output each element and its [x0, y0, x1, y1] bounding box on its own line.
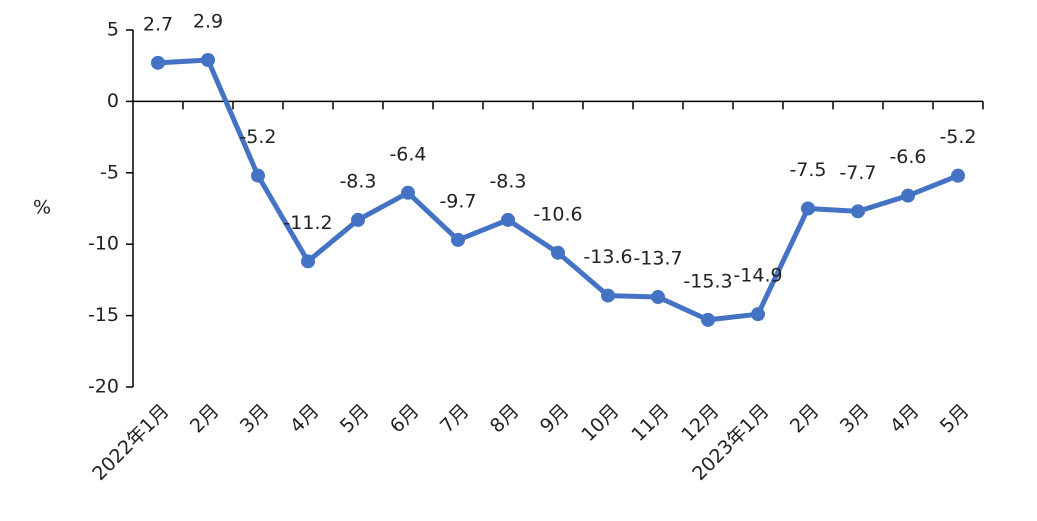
- data-point: [751, 307, 765, 322]
- data-label: -5.2: [939, 126, 976, 148]
- data-label: -10.6: [533, 203, 582, 225]
- data-label: -7.7: [839, 162, 876, 184]
- x-tick-label: 2022年1月: [88, 400, 173, 485]
- data-line: [157, 57, 959, 323]
- data-point: [801, 201, 815, 216]
- x-tick-label: 5月: [936, 400, 974, 438]
- data-label: -13.6: [583, 246, 632, 268]
- x-tick-label: 4月: [886, 400, 924, 438]
- data-label: -6.6: [889, 146, 926, 168]
- x-tick-label: 2月: [786, 400, 824, 438]
- data-point: [951, 168, 965, 183]
- data-label: 2.9: [193, 10, 223, 32]
- data-point: [151, 55, 165, 70]
- x-tick-label: 9月: [536, 400, 574, 438]
- x-tick-label: 3月: [236, 400, 274, 438]
- x-tick-label: 6月: [386, 400, 424, 438]
- x-tick-label: 7月: [436, 400, 474, 438]
- data-label: -8.3: [489, 170, 526, 192]
- data-label: -8.3: [339, 170, 376, 192]
- data-point: [851, 204, 865, 219]
- data-label: -9.7: [439, 190, 476, 212]
- data-point: [651, 290, 665, 305]
- data-label: -6.4: [389, 143, 426, 165]
- data-point: [201, 52, 215, 67]
- data-label: -11.2: [283, 212, 332, 234]
- x-tick-label: 4月: [286, 400, 324, 438]
- data-point: [601, 288, 615, 303]
- data-point: [901, 188, 915, 203]
- data-point: [551, 245, 565, 260]
- x-tick-label: 5月: [336, 400, 374, 438]
- y-tick-label: 5: [107, 19, 119, 41]
- x-tick-label: 2月: [186, 400, 224, 438]
- data-point: [301, 254, 315, 269]
- data-label: 2.7: [143, 13, 173, 35]
- x-tick-label: 8月: [486, 400, 524, 438]
- data-label: -7.5: [789, 159, 826, 181]
- y-tick-label: -5: [100, 161, 119, 183]
- data-point: [451, 232, 465, 247]
- data-label: -5.2: [239, 126, 276, 148]
- x-tick-label: 10月: [577, 400, 623, 446]
- data-point: [501, 212, 515, 227]
- y-tick-label: -10: [88, 233, 119, 255]
- y-tick-label: 0: [107, 90, 119, 112]
- data-label: -14.9: [733, 265, 782, 287]
- y-tick-label: -20: [88, 376, 119, 398]
- data-label: -13.7: [633, 248, 682, 270]
- data-point: [251, 168, 265, 183]
- y-tick-label: -15: [88, 304, 119, 326]
- x-tick-label: 3月: [836, 400, 874, 438]
- data-point: [401, 185, 415, 200]
- y-axis-label: %: [33, 197, 51, 219]
- x-tick-label: 12月: [677, 400, 723, 446]
- data-label: -15.3: [683, 270, 732, 292]
- data-point: [701, 312, 715, 327]
- x-tick-label: 11月: [627, 400, 673, 446]
- data-point: [351, 212, 365, 227]
